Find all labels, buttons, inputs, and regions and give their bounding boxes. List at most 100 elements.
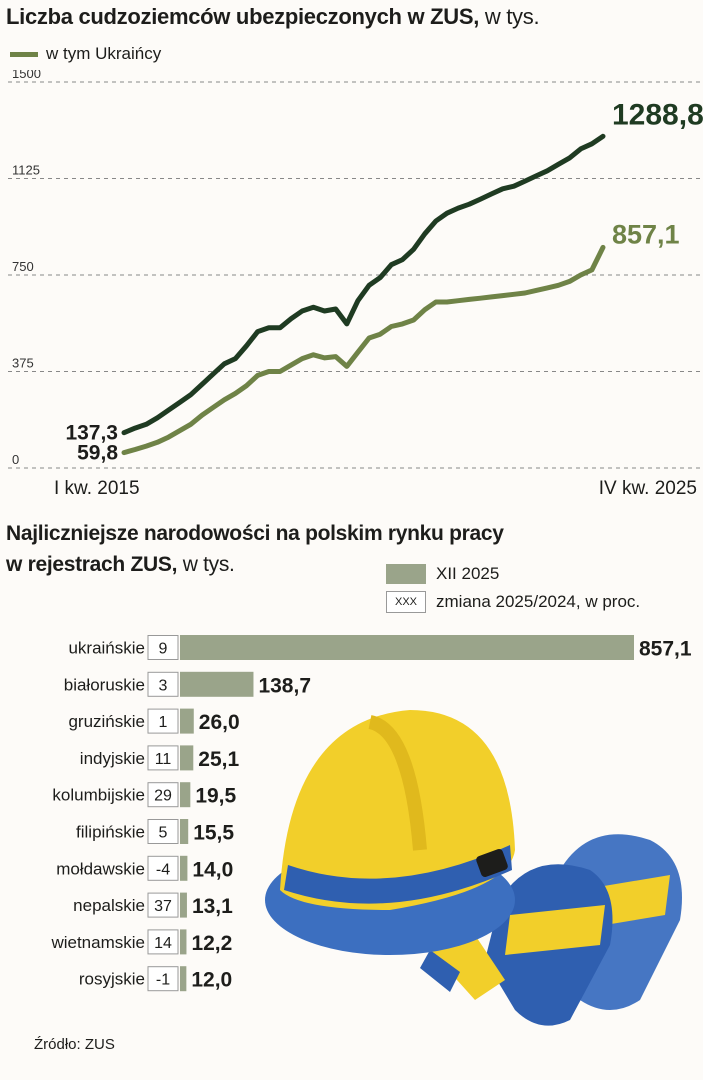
series-0-point-13 (268, 327, 270, 329)
bar-chart-legend: XII 2025 XXX zmiana 2025/2024, w proc. (386, 560, 640, 616)
series-0-point-41 (580, 148, 582, 150)
series-1-point-8 (212, 406, 214, 409)
series-0-point-8 (212, 373, 214, 375)
change-box-4 (147, 782, 179, 808)
legend-box-swatch: XXX (386, 591, 426, 613)
value-label-4: 19,5 (195, 785, 236, 808)
series-1-start-label: 59,8 (77, 442, 118, 465)
series-1-point-22 (368, 337, 370, 339)
series-1-point-13 (268, 370, 270, 373)
x-start-label: I kw. 2015 (54, 478, 140, 499)
change-box-6 (147, 855, 179, 881)
value-label-3: 25,1 (198, 748, 239, 771)
series-1-point-37 (535, 289, 537, 292)
series-0-end-label: 1288,8 (612, 98, 703, 131)
series-1-point-0 (123, 452, 125, 454)
bar-2 (180, 708, 194, 734)
series-1-point-11 (245, 385, 248, 387)
series-1-point-6 (190, 423, 192, 425)
bar-5 (180, 819, 189, 844)
line-chart-title: Liczba cudzoziemców ubezpieczonych w ZUS… (6, 4, 540, 30)
series-1-point-3 (156, 441, 159, 443)
value-label-1: 138,7 (258, 674, 311, 697)
y-tick-label-1: 375 (12, 356, 34, 371)
series-1-point-29 (446, 301, 448, 303)
value-label-9: 12,0 (191, 969, 232, 992)
series-0-point-21 (357, 300, 359, 302)
series-0-point-30 (457, 207, 459, 209)
series-0-point-25 (401, 258, 404, 261)
bar-chart-title-line1: Najliczniejsze narodowości na polskim ry… (6, 522, 504, 545)
helmet-icon (265, 710, 515, 955)
series-1-point-26 (413, 319, 415, 321)
line-chart-legend: w tym Ukraińcy (10, 44, 161, 64)
series-0-point-31 (468, 203, 470, 205)
change-box-1 (147, 671, 179, 697)
series-0-point-11 (245, 345, 248, 347)
series-0-point-6 (190, 394, 192, 396)
series-0-point-23 (379, 276, 381, 279)
series-0-point-22 (368, 284, 370, 286)
bar-chart-title: Najliczniejsze narodowości na polskim ry… (6, 518, 606, 580)
value-label-8: 12,2 (191, 932, 232, 955)
value-label-7: 13,1 (192, 895, 233, 918)
legend-box-label: zmiana 2025/2024, w proc. (436, 592, 641, 611)
series-1-point-7 (201, 414, 203, 416)
series-0-point-36 (524, 180, 526, 182)
series-0-point-2 (145, 423, 147, 425)
series-1-point-21 (357, 351, 359, 353)
series-0-point-38 (546, 170, 548, 172)
series-1-point-1 (134, 448, 136, 451)
series-line-0 (121, 133, 606, 436)
category-label-7: nepalskie (73, 896, 145, 915)
change-box-7 (147, 892, 179, 918)
change-label-8: 14 (154, 935, 172, 952)
series-0-point-5 (179, 401, 181, 403)
series-line-1 (121, 244, 606, 456)
series-0-point-1 (134, 427, 136, 429)
category-label-1: białoruskie (64, 675, 145, 694)
series-1-point-16 (301, 358, 303, 360)
change-box-5 (147, 819, 179, 844)
legend-bar-label: XII 2025 (436, 564, 500, 583)
series-1-point-12 (257, 374, 259, 376)
series-1-end-label: 857,1 (612, 219, 680, 249)
series-1-point-38 (546, 287, 548, 289)
series-1-point-2 (145, 445, 147, 447)
change-label-7: 37 (154, 898, 172, 915)
series-0-start-label: 137,3 (65, 422, 118, 445)
change-box-3 (147, 745, 179, 771)
series-1-point-36 (524, 292, 526, 294)
series-0-point-7 (201, 383, 203, 385)
change-box-0 (147, 635, 179, 660)
x-end-label: IV kw. 2025 (599, 478, 697, 499)
series-1-point-4 (167, 436, 170, 438)
series-0-point-0 (123, 432, 125, 434)
series-0-point-39 (557, 163, 560, 165)
bar-chart-title-unit: w tys. (182, 553, 235, 576)
series-0-point-32 (479, 198, 482, 200)
series-1-point-28 (435, 301, 437, 303)
category-label-5: filipińskie (76, 823, 145, 842)
series-0-point-43 (602, 135, 604, 137)
series-1-point-10 (234, 392, 236, 394)
series-0-point-15 (290, 318, 292, 320)
category-label-6: mołdawskie (56, 859, 145, 878)
line-chart: 0 375 750 1125 1500 137,3 1288,8 59,8 857,1 I kw.… (8, 70, 703, 499)
series-1-point-17 (312, 354, 314, 356)
series-1-point-24 (390, 325, 392, 328)
series-1-point-30 (457, 300, 459, 302)
series-0-point-12 (257, 331, 259, 333)
category-label-8: wietnamskie (50, 933, 145, 952)
series-0-point-34 (502, 188, 504, 190)
line-chart-title-unit: w tys. (484, 4, 540, 29)
change-box-9 (147, 966, 179, 992)
value-label-2: 26,0 (199, 711, 240, 734)
value-label-6: 14,0 (192, 858, 233, 881)
y-tick-label-3: 1125 (12, 163, 40, 178)
change-label-2: 1 (159, 714, 168, 731)
series-0-point-40 (568, 157, 571, 159)
bar-chart: ukraińskie 9 857,1 białoruskie 3 138,7 gruzińs… (50, 635, 692, 992)
bar-7 (180, 892, 187, 918)
change-label-9: -1 (156, 972, 170, 989)
